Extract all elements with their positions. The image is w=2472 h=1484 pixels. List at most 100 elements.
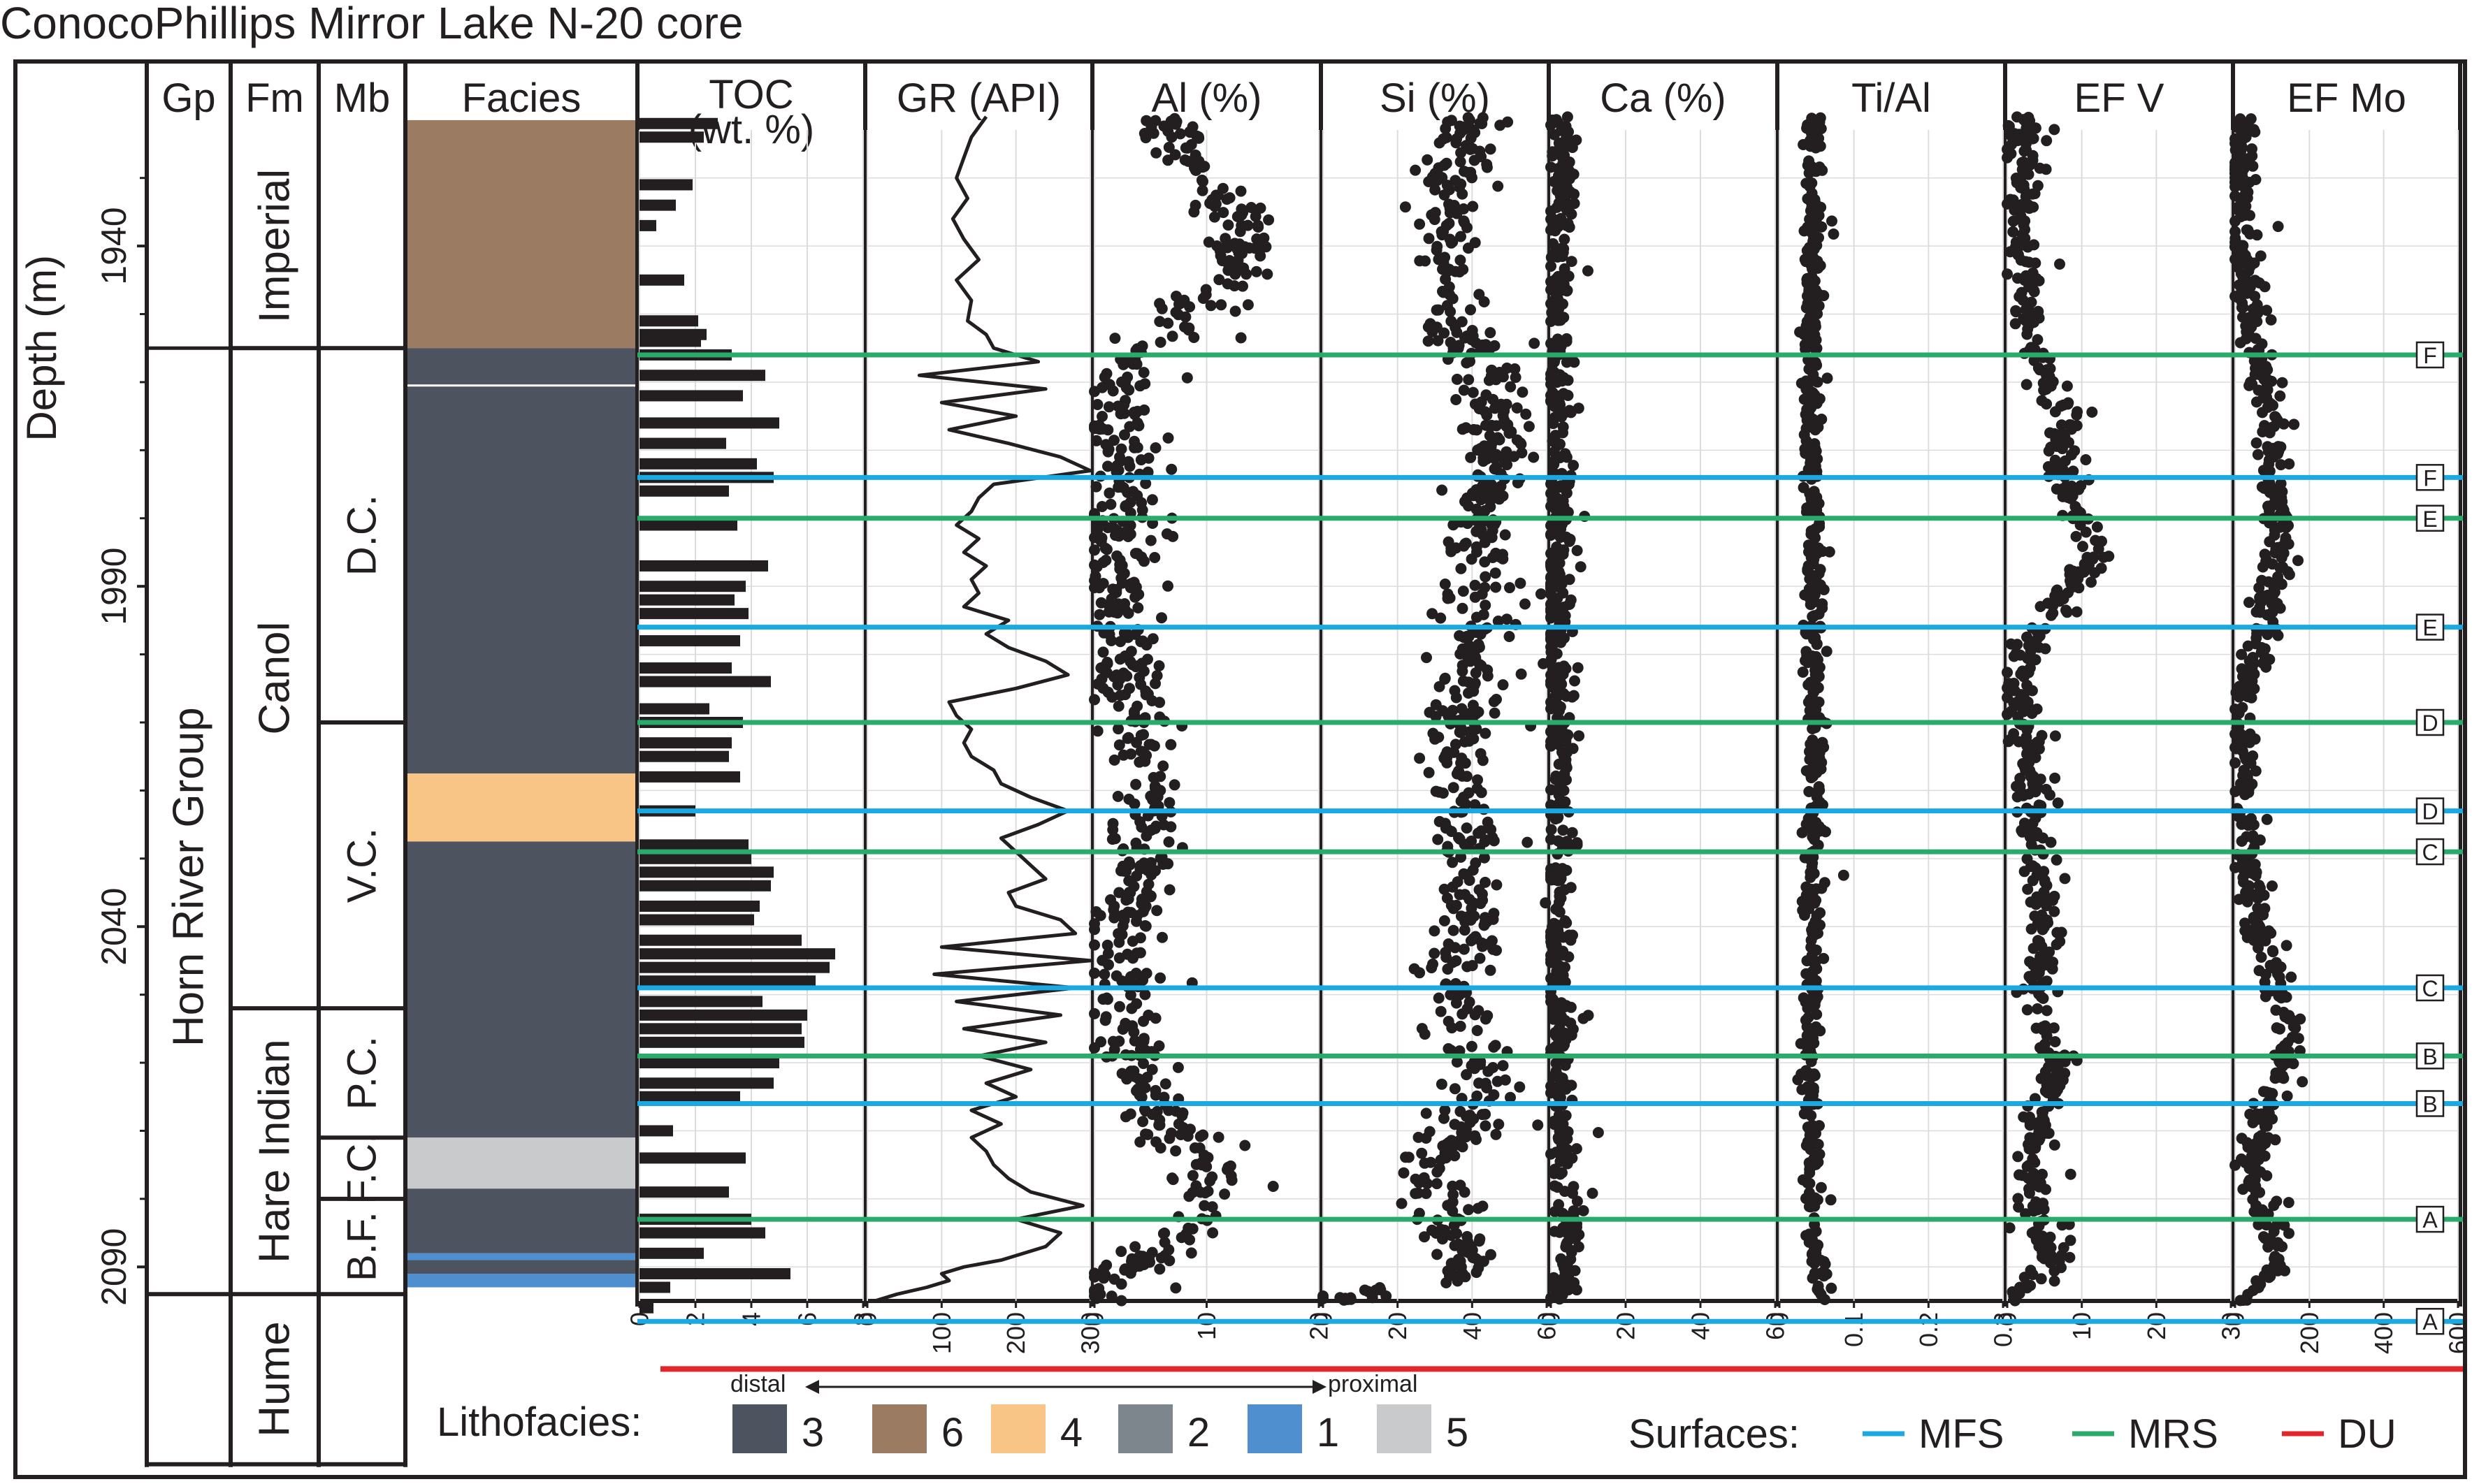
scatter-point bbox=[1133, 1073, 1145, 1085]
surface-label: E bbox=[2422, 616, 2437, 641]
scatter-point bbox=[2023, 1187, 2035, 1199]
scatter-point bbox=[1127, 936, 1139, 947]
scatter-point bbox=[2032, 935, 2044, 947]
scatter-point bbox=[1559, 915, 1571, 926]
scatter-point bbox=[1459, 1186, 1470, 1198]
scatter-point bbox=[1813, 696, 1825, 708]
scatter-point bbox=[1443, 536, 1454, 548]
scatter-point bbox=[1503, 631, 1515, 642]
toc-bar bbox=[639, 1268, 790, 1280]
scatter-point bbox=[1549, 1225, 1561, 1237]
scatter-point bbox=[2267, 558, 2278, 570]
scatter-point bbox=[1491, 1075, 1503, 1087]
scatter-point bbox=[1545, 205, 1556, 217]
scatter-point bbox=[1545, 389, 1556, 401]
scatter-point bbox=[1139, 989, 1151, 1001]
scatter-point bbox=[1461, 140, 1472, 152]
scatter-point bbox=[2023, 256, 2035, 268]
scatter-point bbox=[1809, 356, 1821, 368]
scatter-point bbox=[1461, 221, 1473, 233]
scatter-point bbox=[1234, 226, 1246, 238]
scatter-point bbox=[1103, 401, 1115, 413]
scatter-point bbox=[1804, 705, 1816, 716]
scatter-point bbox=[1443, 281, 1455, 293]
scatter-point bbox=[1414, 218, 1426, 230]
scatter-point bbox=[2014, 773, 2026, 784]
scatter-point bbox=[1545, 1080, 1556, 1092]
scatter-point bbox=[2287, 1021, 2299, 1033]
x-tick-label: 600 bbox=[2444, 1312, 2472, 1354]
header-gp: Gp bbox=[161, 75, 215, 121]
scatter-point bbox=[1089, 574, 1100, 586]
scatter-point bbox=[1550, 770, 1562, 782]
scatter-point bbox=[1798, 393, 1810, 405]
scatter-point bbox=[1810, 650, 1822, 662]
scatter-point bbox=[1806, 177, 1818, 189]
scatter-point bbox=[1436, 1078, 1447, 1090]
scatter-point bbox=[1455, 562, 1467, 574]
scatter-point bbox=[2080, 526, 2092, 538]
scatter-point bbox=[2249, 291, 2261, 303]
scatter-point bbox=[2065, 1235, 2076, 1246]
scatter-point bbox=[1475, 524, 1487, 536]
scatter-point bbox=[2267, 946, 2279, 958]
scatter-point bbox=[2249, 369, 2261, 380]
scatter-point bbox=[1528, 337, 1540, 349]
scatter-point bbox=[1795, 1038, 1807, 1049]
scatter-point bbox=[2030, 1232, 2042, 1244]
scatter-point bbox=[2231, 121, 2243, 133]
scatter-point bbox=[1565, 882, 1577, 894]
scatter-point bbox=[1134, 947, 1146, 959]
scatter-point bbox=[1252, 221, 1264, 233]
scatter-point bbox=[1557, 824, 1569, 836]
scatter-point bbox=[1812, 839, 1824, 851]
scatter-point bbox=[2033, 1133, 2045, 1144]
scatter-point bbox=[2274, 390, 2286, 402]
scatter-point bbox=[1523, 421, 1535, 432]
scatter-point bbox=[1545, 646, 1557, 658]
scatter-point bbox=[1463, 1204, 1475, 1216]
scatter-point bbox=[1459, 838, 1470, 850]
scatter-point bbox=[1552, 407, 1564, 419]
toc-bar bbox=[639, 117, 718, 129]
scatter-point bbox=[1119, 604, 1131, 616]
scatter-point bbox=[1548, 1272, 1560, 1283]
scatter-point bbox=[1552, 1204, 1564, 1216]
depth-tick-label: 1990 bbox=[94, 548, 133, 625]
scatter-point bbox=[2260, 968, 2271, 980]
scatter-point bbox=[1450, 692, 1462, 704]
scatter-point bbox=[2255, 250, 2267, 262]
scatter-point bbox=[1458, 792, 1470, 803]
scatter-point bbox=[2039, 1085, 2051, 1097]
scatter-point bbox=[1479, 556, 1491, 568]
scatter-point bbox=[1438, 189, 1450, 201]
scatter-point bbox=[1114, 554, 1126, 566]
scatter-point bbox=[2023, 640, 2034, 651]
scatter-point bbox=[1119, 429, 1130, 441]
scatter-point bbox=[1132, 602, 1144, 613]
scatter-point bbox=[1122, 906, 1134, 918]
scatter-point bbox=[1465, 304, 1476, 316]
scatter-point bbox=[1559, 1186, 1570, 1198]
scatter-point bbox=[1569, 1265, 1581, 1276]
scatter-point bbox=[1263, 214, 1275, 226]
scatter-point bbox=[2259, 1232, 2271, 1244]
toc-bar bbox=[639, 560, 768, 572]
scatter-point bbox=[1809, 1200, 1821, 1212]
scatter-point bbox=[1148, 127, 1159, 139]
scatter-point bbox=[2030, 272, 2042, 284]
scatter-point bbox=[2018, 701, 2030, 713]
scatter-point bbox=[1437, 263, 1448, 275]
scatter-point bbox=[1494, 551, 1505, 563]
scatter-point bbox=[1449, 1083, 1461, 1095]
scatter-point bbox=[2250, 638, 2262, 650]
scatter-point bbox=[2244, 210, 2255, 221]
scatter-point bbox=[1804, 420, 1816, 432]
x-tick-label: 200 bbox=[1002, 1312, 1030, 1354]
scatter-point bbox=[1091, 561, 1103, 573]
scatter-point bbox=[1150, 147, 1162, 159]
toc-bar bbox=[639, 996, 762, 1007]
scatter-point bbox=[1480, 1120, 1491, 1132]
toc-bar bbox=[639, 1077, 774, 1089]
scatter-point bbox=[1814, 140, 1826, 152]
